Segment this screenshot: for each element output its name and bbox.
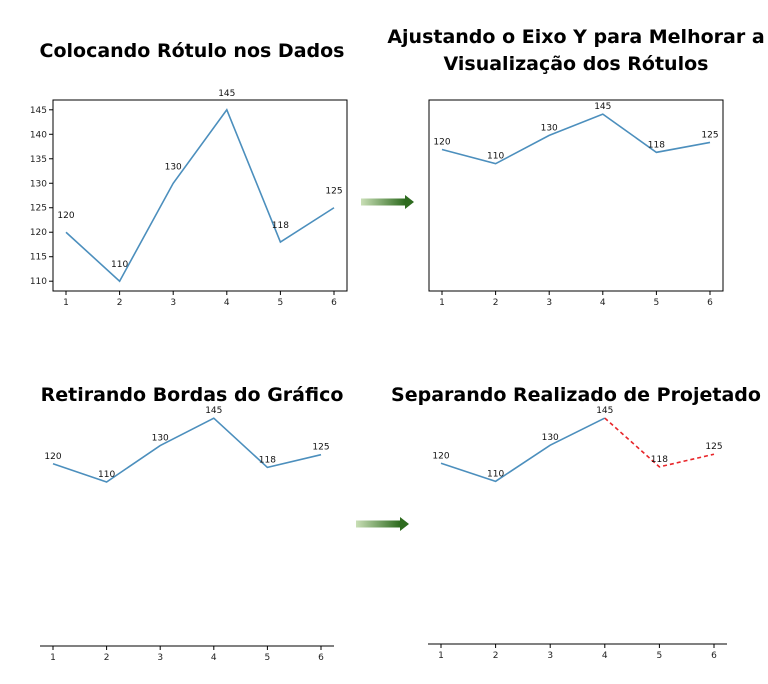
arrow-right-icon	[361, 195, 414, 209]
chart-title-2-line-2: Visualização dos Rótulos	[443, 53, 709, 75]
y-tick-label: 135	[30, 155, 47, 165]
data-label: 145	[594, 102, 611, 112]
data-label: 125	[705, 442, 722, 452]
plot-frame	[428, 99, 724, 292]
x-tick-label: 2	[493, 651, 499, 661]
data-label: 130	[542, 433, 559, 443]
data-label: 130	[541, 123, 558, 133]
x-tick-label: 6	[331, 298, 337, 308]
y-tick-label: 115	[30, 253, 47, 263]
data-label: 145	[596, 406, 613, 416]
data-label: 145	[205, 406, 222, 416]
x-tick-label: 3	[170, 298, 176, 308]
y-tick-label: 130	[30, 179, 47, 189]
data-label: 110	[111, 260, 128, 270]
series-line	[52, 417, 322, 483]
data-label: 110	[487, 152, 504, 162]
series-line	[440, 417, 606, 483]
chart-title-3: Retirando Bordas do Gráfico	[40, 384, 344, 406]
x-tick-label: 3	[546, 298, 552, 308]
x-tick-label: 4	[600, 298, 606, 308]
projected-series-line	[604, 417, 715, 468]
data-label: 120	[433, 138, 450, 148]
x-tick-label: 5	[278, 298, 284, 308]
data-label: 120	[57, 211, 74, 221]
x-tick-label: 1	[438, 651, 444, 661]
y-tick-label: 140	[30, 130, 47, 140]
data-label: 110	[98, 470, 115, 480]
x-tick-label: 3	[157, 653, 163, 663]
data-label: 118	[648, 140, 665, 150]
plot-frame	[52, 99, 348, 292]
y-tick-label: 110	[30, 277, 47, 287]
y-tick-label: 145	[30, 106, 47, 116]
data-label: 125	[325, 187, 342, 197]
data-label: 145	[218, 89, 235, 99]
chart-title-1: Colocando Rótulo nos Dados	[39, 40, 345, 62]
x-tick-label: 1	[50, 653, 56, 663]
data-label: 110	[487, 469, 504, 479]
data-label: 130	[152, 434, 169, 444]
x-tick-label: 1	[439, 298, 445, 308]
series-line	[65, 108, 335, 283]
x-tick-label: 2	[104, 653, 110, 663]
data-label: 120	[44, 452, 61, 462]
data-label: 125	[701, 130, 718, 140]
x-tick-label: 2	[493, 298, 499, 308]
y-tick-label: 120	[30, 228, 47, 238]
data-label: 125	[312, 443, 329, 453]
x-tick-label: 4	[602, 651, 608, 661]
data-label: 118	[651, 455, 668, 465]
series-line	[441, 113, 711, 165]
arrow-right-icon	[356, 517, 409, 531]
data-label: 118	[272, 221, 289, 231]
data-label: 130	[165, 162, 182, 172]
chart-title-2: Ajustando o Eixo Y para Melhorar a Visua…	[384, 24, 768, 78]
x-tick-label: 6	[318, 653, 324, 663]
chart-title-4: Separando Realizado de Projetado	[391, 384, 761, 406]
x-tick-label: 6	[707, 298, 713, 308]
x-tick-label: 5	[654, 298, 660, 308]
x-tick-label: 5	[657, 651, 663, 661]
x-tick-label: 1	[63, 298, 69, 308]
x-tick-label: 6	[711, 651, 717, 661]
data-label: 118	[259, 455, 276, 465]
x-tick-label: 4	[211, 653, 217, 663]
x-tick-label: 5	[265, 653, 271, 663]
x-tick-label: 4	[224, 298, 230, 308]
data-label: 120	[432, 451, 449, 461]
x-tick-label: 3	[547, 651, 553, 661]
x-tick-label: 2	[117, 298, 123, 308]
chart-title-2-line-1: Ajustando o Eixo Y para Melhorar a	[387, 26, 765, 48]
y-tick-label: 125	[30, 204, 47, 214]
